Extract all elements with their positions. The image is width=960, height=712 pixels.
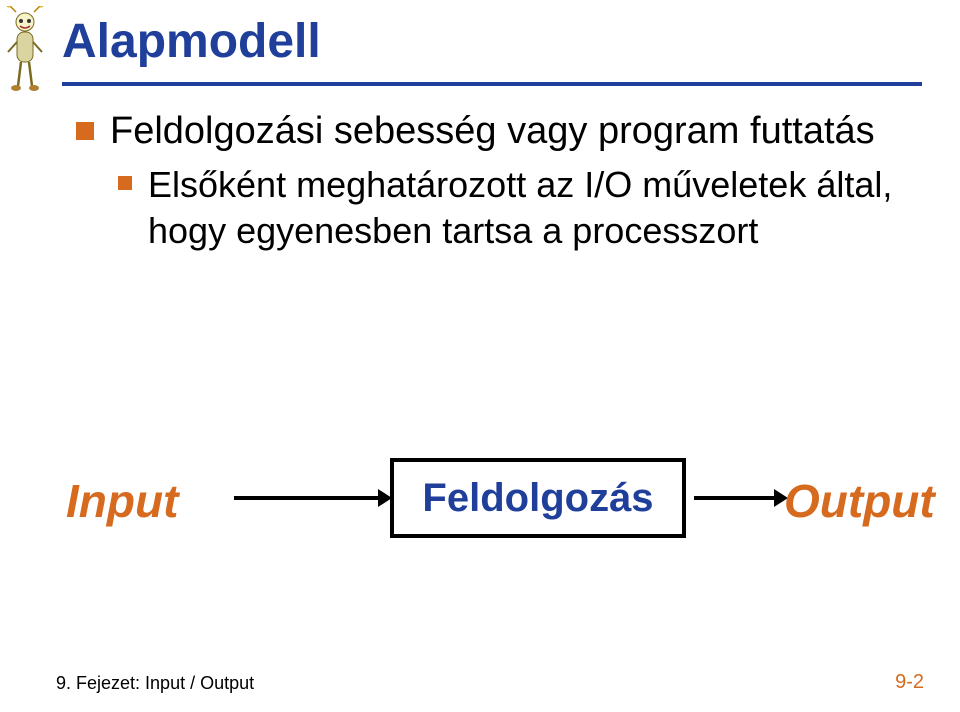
mascot-icon	[6, 6, 44, 94]
io-flow-diagram: Input Feldolgozás Output	[60, 440, 900, 600]
bullet-level-2: Elsőként meghatározott az I/O műveletek …	[118, 162, 896, 256]
arrow-2	[694, 478, 794, 518]
page-title: Alapmodell	[62, 14, 321, 69]
footer-page-number: 9-2	[895, 671, 924, 694]
output-label: Output	[784, 474, 935, 528]
bullet-list: Feldolgozási sebesség vagy program futta…	[76, 108, 896, 255]
arrow-1	[234, 478, 398, 518]
input-label: Input	[66, 474, 178, 528]
processing-label: Feldolgozás	[422, 476, 653, 520]
bullet-level-1: Feldolgozási sebesség vagy program futta…	[76, 108, 896, 156]
slide: Alapmodell Feldolgozási sebesség vagy pr…	[0, 0, 960, 712]
footer-chapter: 9. Fejezet: Input / Output	[56, 673, 254, 694]
processing-box: Feldolgozás	[390, 458, 686, 538]
title-underline	[62, 82, 922, 86]
